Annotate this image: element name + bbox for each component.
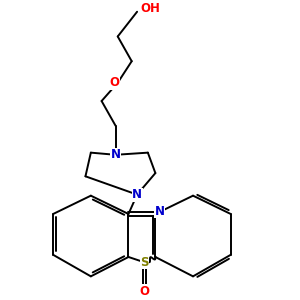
Text: S: S xyxy=(140,256,149,269)
Text: N: N xyxy=(111,148,121,161)
Text: N: N xyxy=(132,188,142,201)
Text: OH: OH xyxy=(140,2,160,15)
Text: O: O xyxy=(110,76,120,89)
Text: O: O xyxy=(140,285,150,298)
Text: N: N xyxy=(155,205,165,218)
